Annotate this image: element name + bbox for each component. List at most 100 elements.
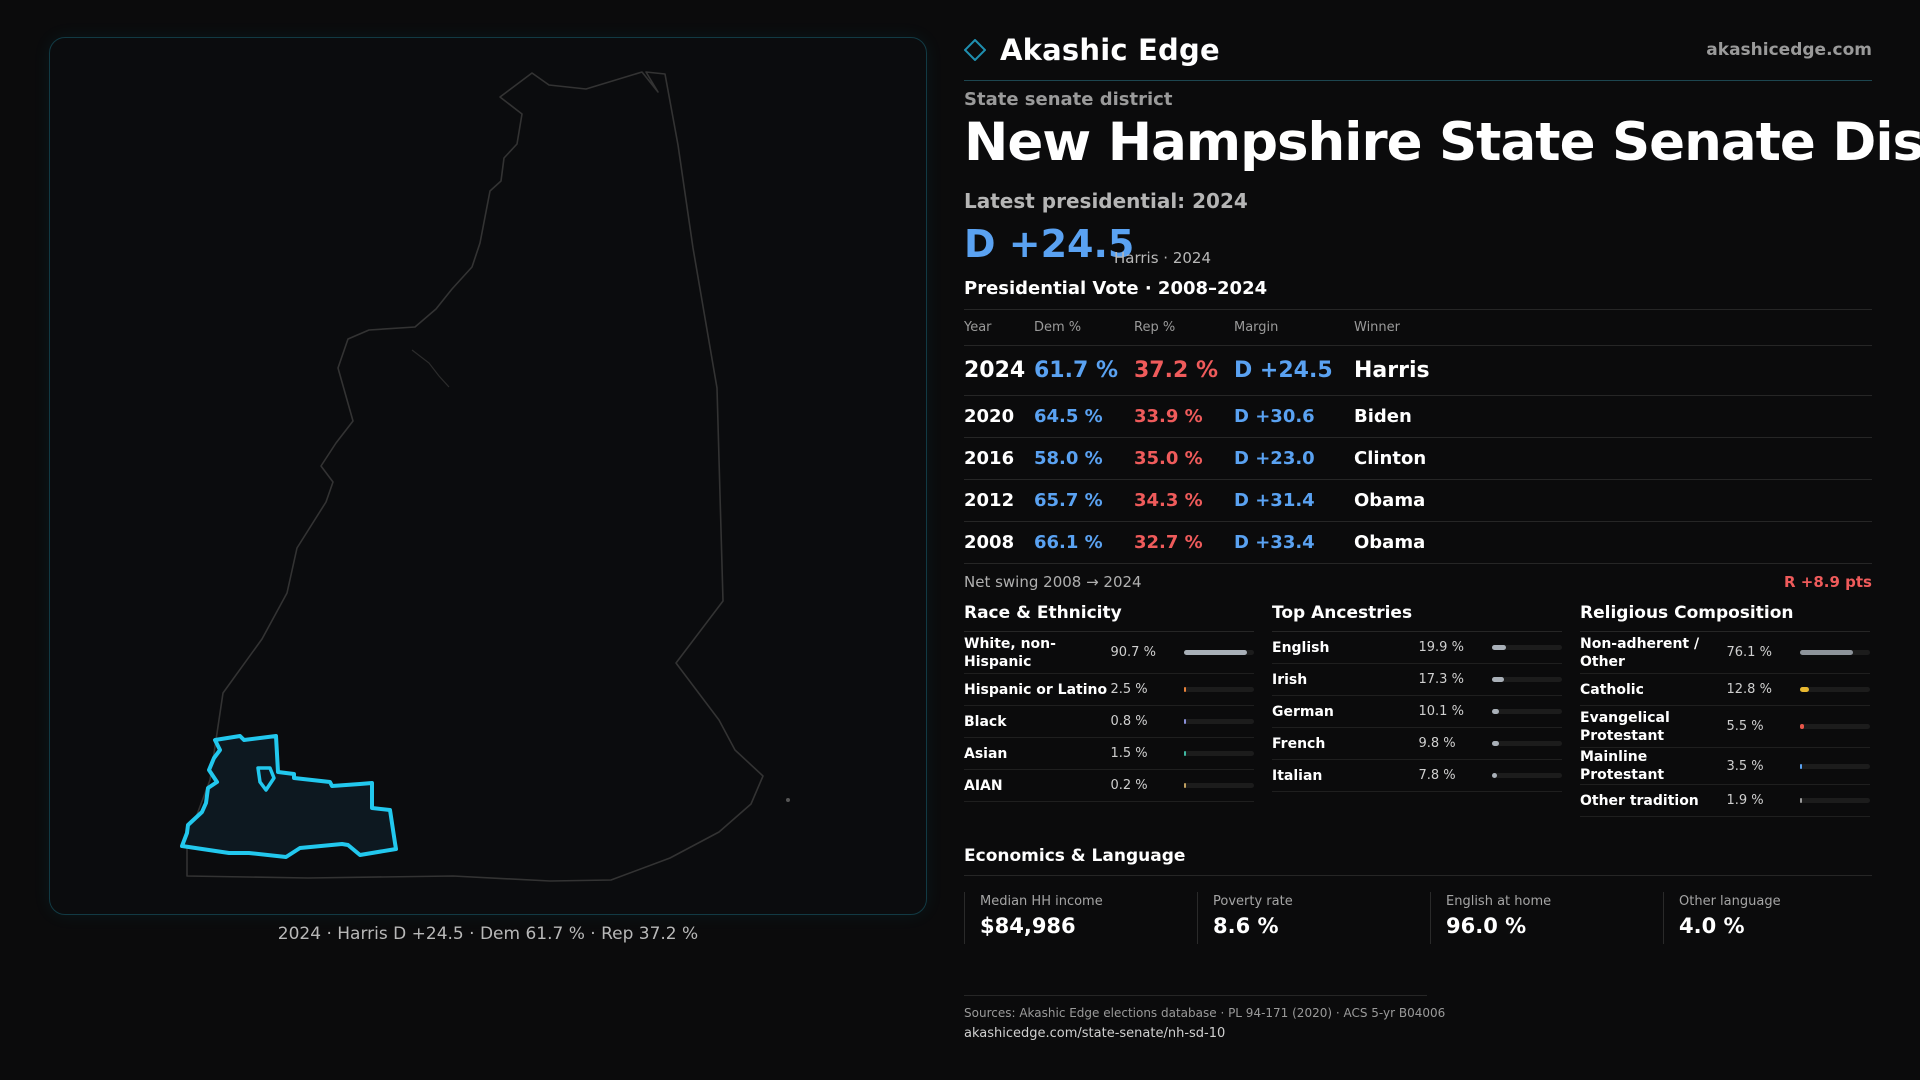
sources-text: Sources: Akashic Edge elections database… (964, 1006, 1446, 1020)
item-label: AIAN (964, 777, 1003, 794)
brand-name: Akashic Edge (1000, 33, 1220, 67)
item-label: English (1272, 639, 1330, 656)
share-bar (1184, 751, 1255, 756)
stat-poverty-rate: Poverty rate 8.6 % (1197, 892, 1419, 944)
list-item: Irish 17.3 % (1272, 664, 1563, 696)
share-bar-fill (1492, 709, 1500, 714)
dem-cell: 65.7 % (1034, 479, 1134, 522)
item-label: Other tradition (1580, 792, 1699, 809)
list-item: Other tradition 1.9 % (1580, 785, 1871, 817)
share-bar-fill (1492, 645, 1507, 650)
dem-cell: 58.0 % (1034, 437, 1134, 480)
list-item: English 19.9 % (1272, 632, 1563, 664)
margin-cell: D +31.4 (1234, 479, 1354, 522)
share-bar-fill (1800, 724, 1805, 729)
rep-cell: 33.9 % (1134, 395, 1234, 438)
top-ancestries-section: Top Ancestries English 19.9 % Irish 17.3… (1272, 603, 1563, 792)
list-item: Evangelical Protestant 5.5 % (1580, 706, 1871, 748)
table-header-row: Year Dem % Rep % Margin Winner (964, 309, 1872, 346)
list-item: Italian 7.8 % (1272, 760, 1563, 792)
share-bar-fill (1184, 687, 1187, 692)
share-bar (1492, 773, 1563, 778)
year-cell: 2008 (964, 521, 1034, 564)
sources-url-link[interactable]: akashicedge.com/state-senate/nh-sd-10 (964, 1026, 1226, 1041)
share-bar-fill (1184, 783, 1187, 788)
stat-label: Other language (1679, 894, 1781, 909)
item-value: 2.5 % (1110, 682, 1148, 697)
list-item: White, non-Hispanic 90.7 % (964, 632, 1255, 674)
stat-value: $84,986 (980, 914, 1076, 938)
item-value: 17.3 % (1418, 672, 1464, 687)
diamond-logo-icon (964, 39, 986, 61)
item-value: 19.9 % (1418, 640, 1464, 655)
share-bar-fill (1492, 741, 1500, 746)
district-inner-cut (256, 766, 276, 792)
item-value: 90.7 % (1110, 645, 1156, 660)
presidential-vote-table: Year Dem % Rep % Margin Winner 2024 61.7… (964, 309, 1872, 564)
district-map-panel[interactable] (49, 37, 927, 915)
economics-title: Economics & Language (964, 846, 1186, 866)
stat-value: 4.0 % (1679, 914, 1745, 938)
share-bar (1492, 677, 1563, 682)
presidential-vote-title: Presidential Vote · 2008–2024 (964, 278, 1268, 299)
economics-divider (964, 875, 1872, 876)
margin-cell: D +23.0 (1234, 437, 1354, 480)
list-item: Black 0.8 % (964, 706, 1255, 738)
share-bar (1184, 719, 1255, 724)
list-item: Mainline Protestant 3.5 % (1580, 748, 1871, 785)
district-10-shape[interactable] (180, 734, 398, 859)
list-item: Hispanic or Latino 2.5 % (964, 674, 1255, 706)
net-swing-label: Net swing 2008 → 2024 (964, 573, 1142, 591)
share-bar (1800, 724, 1871, 729)
brand-url-link[interactable]: akashicedge.com (1706, 40, 1872, 60)
section-title: Religious Composition (1580, 603, 1870, 632)
latest-presidential-label: Latest presidential: 2024 (964, 189, 1248, 213)
district-map[interactable] (50, 38, 928, 916)
section-title: Top Ancestries (1272, 603, 1562, 632)
share-bar-fill (1800, 798, 1803, 803)
col-winner: Winner (1354, 309, 1872, 346)
year-cell: 2020 (964, 395, 1034, 438)
item-label: Irish (1272, 671, 1308, 688)
details-panel: Akashic Edge akashicedge.com State senat… (964, 0, 1920, 1080)
island-dot (786, 798, 790, 802)
item-value: 0.8 % (1110, 714, 1148, 729)
item-value: 9.8 % (1418, 736, 1456, 751)
stat-value: 96.0 % (1446, 914, 1527, 938)
page-title: New Hampshire State Senate District 10 (964, 112, 1920, 173)
list-item: Asian 1.5 % (964, 738, 1255, 770)
share-bar (1184, 650, 1255, 655)
margin-cell: D +24.5 (1234, 345, 1354, 396)
dem-cell: 66.1 % (1034, 521, 1134, 564)
list-item: German 10.1 % (1272, 696, 1563, 728)
table-row: 2012 65.7 % 34.3 % D +31.4 Obama (964, 479, 1872, 522)
header-divider (964, 80, 1872, 81)
year-cell: 2024 (964, 345, 1034, 396)
share-bar (1800, 687, 1871, 692)
col-margin: Margin (1234, 309, 1354, 346)
share-bar (1184, 783, 1255, 788)
share-bar-fill (1184, 719, 1187, 724)
item-label: Hispanic or Latino (964, 681, 1108, 698)
item-label: Asian (964, 745, 1008, 762)
stat-other-language: Other language 4.0 % (1663, 892, 1885, 944)
item-label: French (1272, 735, 1326, 752)
rep-cell: 37.2 % (1134, 345, 1234, 396)
item-value: 1.9 % (1726, 793, 1764, 808)
stat-label: Poverty rate (1213, 894, 1293, 909)
item-label: White, non-Hispanic (964, 635, 1056, 670)
brand[interactable]: Akashic Edge (964, 32, 1220, 68)
district-kind: State senate district (964, 89, 1173, 110)
net-swing-value: R +8.9 pts (1784, 573, 1872, 591)
list-item: AIAN 0.2 % (964, 770, 1255, 802)
share-bar-fill (1800, 687, 1810, 692)
item-label: Evangelical Protestant (1580, 709, 1670, 744)
list-item: Non-adherent / Other 76.1 % (1580, 632, 1871, 674)
section-title: Race & Ethnicity (964, 603, 1254, 632)
rep-cell: 34.3 % (1134, 479, 1234, 522)
share-bar-fill (1800, 763, 1803, 769)
map-caption: 2024 · Harris D +24.5 · Dem 61.7 % · Rep… (277, 924, 699, 944)
winner-cell: Obama (1354, 479, 1872, 522)
item-value: 76.1 % (1726, 645, 1772, 660)
item-value: 1.5 % (1110, 746, 1148, 761)
